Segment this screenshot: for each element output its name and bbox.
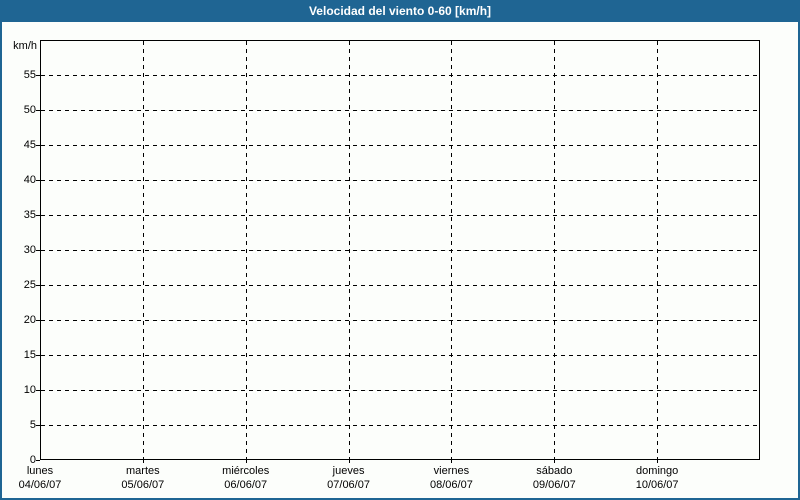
- y-axis-tick: [36, 460, 40, 461]
- x-axis-label: miércoles 06/06/07: [222, 464, 269, 492]
- x-axis-label: jueves 07/06/07: [327, 464, 370, 492]
- x-gridline: [554, 41, 556, 459]
- x-axis-date: 04/06/07: [18, 479, 62, 491]
- y-axis-tick-label: 50: [23, 104, 36, 116]
- x-axis-tick: [451, 460, 453, 463]
- y-axis-tick-label: 20: [23, 314, 36, 326]
- y-axis-tick-label: 5: [29, 419, 36, 431]
- y-gridline: [41, 180, 759, 181]
- x-axis-day-name: martes: [126, 465, 160, 477]
- y-gridline: [41, 215, 759, 216]
- x-axis-date: 07/06/07: [327, 479, 370, 491]
- x-axis-date: 06/06/07: [224, 479, 268, 491]
- x-axis-day-name: miércoles: [222, 465, 270, 477]
- y-gridline: [41, 110, 759, 111]
- x-axis-label: martes 05/06/07: [121, 464, 164, 492]
- y-axis-tick: [36, 215, 40, 216]
- y-axis-tick: [36, 320, 40, 321]
- x-axis-tick: [554, 460, 556, 463]
- x-axis-day-name: lunes: [26, 465, 54, 477]
- y-axis-tick-label: 10: [23, 384, 36, 396]
- x-axis-date: 08/06/07: [430, 479, 473, 491]
- x-axis-date: 05/06/07: [121, 479, 165, 491]
- x-axis-tick: [348, 460, 350, 463]
- x-gridline: [245, 41, 247, 459]
- plot-area: [40, 40, 760, 460]
- x-axis-date: 10/06/07: [635, 479, 679, 491]
- y-gridline: [41, 355, 759, 356]
- y-gridline: [41, 75, 759, 76]
- y-axis-tick: [36, 390, 40, 391]
- y-axis-tick: [36, 355, 40, 356]
- y-gridline: [41, 320, 759, 321]
- y-axis-unit-label: km/h: [13, 40, 37, 52]
- x-axis-tick: [657, 460, 659, 463]
- y-axis-tick: [36, 180, 40, 181]
- y-axis-tick: [36, 110, 40, 111]
- x-axis-label: domingo 10/06/07: [636, 464, 679, 492]
- y-gridline: [41, 390, 759, 391]
- title-bar: Velocidad del viento 0-60 [km/h]: [0, 0, 800, 22]
- x-axis-day-name: domingo: [636, 465, 679, 477]
- y-axis-tick-label: 55: [23, 69, 36, 81]
- y-axis-tick-label: 35: [23, 209, 36, 221]
- x-axis-day-name: viernes: [433, 465, 470, 477]
- y-gridline: [41, 145, 759, 146]
- y-axis-tick: [36, 425, 40, 426]
- y-axis-tick-label: 15: [23, 349, 36, 361]
- x-gridline: [142, 41, 144, 459]
- x-gridline: [451, 41, 453, 459]
- y-gridline: [41, 285, 759, 286]
- y-axis-tick: [36, 75, 40, 76]
- y-axis-tick-label: 45: [23, 139, 36, 151]
- y-axis-tick: [36, 145, 40, 146]
- y-gridline: [41, 425, 759, 426]
- window-border-left: [0, 22, 2, 500]
- x-axis-tick: [245, 460, 247, 463]
- window-border-right: [798, 22, 800, 500]
- y-axis-tick-label: 40: [23, 174, 36, 186]
- x-axis-label: sábado 09/06/07: [533, 464, 576, 492]
- chart-title: Velocidad del viento 0-60 [km/h]: [308, 4, 492, 18]
- x-axis-tick: [142, 460, 144, 463]
- y-axis-tick-label: 25: [23, 279, 36, 291]
- y-gridline: [41, 250, 759, 251]
- window-border-bottom: [0, 498, 800, 500]
- x-gridline: [348, 41, 350, 459]
- x-axis-label: viernes 08/06/07: [430, 464, 473, 492]
- y-axis-tick: [36, 250, 40, 251]
- x-gridline: [657, 41, 659, 459]
- x-axis-date: 09/06/07: [532, 479, 576, 491]
- x-axis-day-name: sábado: [536, 465, 573, 477]
- x-axis-label: lunes 04/06/07: [19, 464, 62, 492]
- y-axis-tick-label: 0: [29, 454, 36, 466]
- x-axis-day-name: jueves: [332, 465, 365, 477]
- y-axis-tick-label: 30: [23, 244, 36, 256]
- y-axis-tick: [36, 285, 40, 286]
